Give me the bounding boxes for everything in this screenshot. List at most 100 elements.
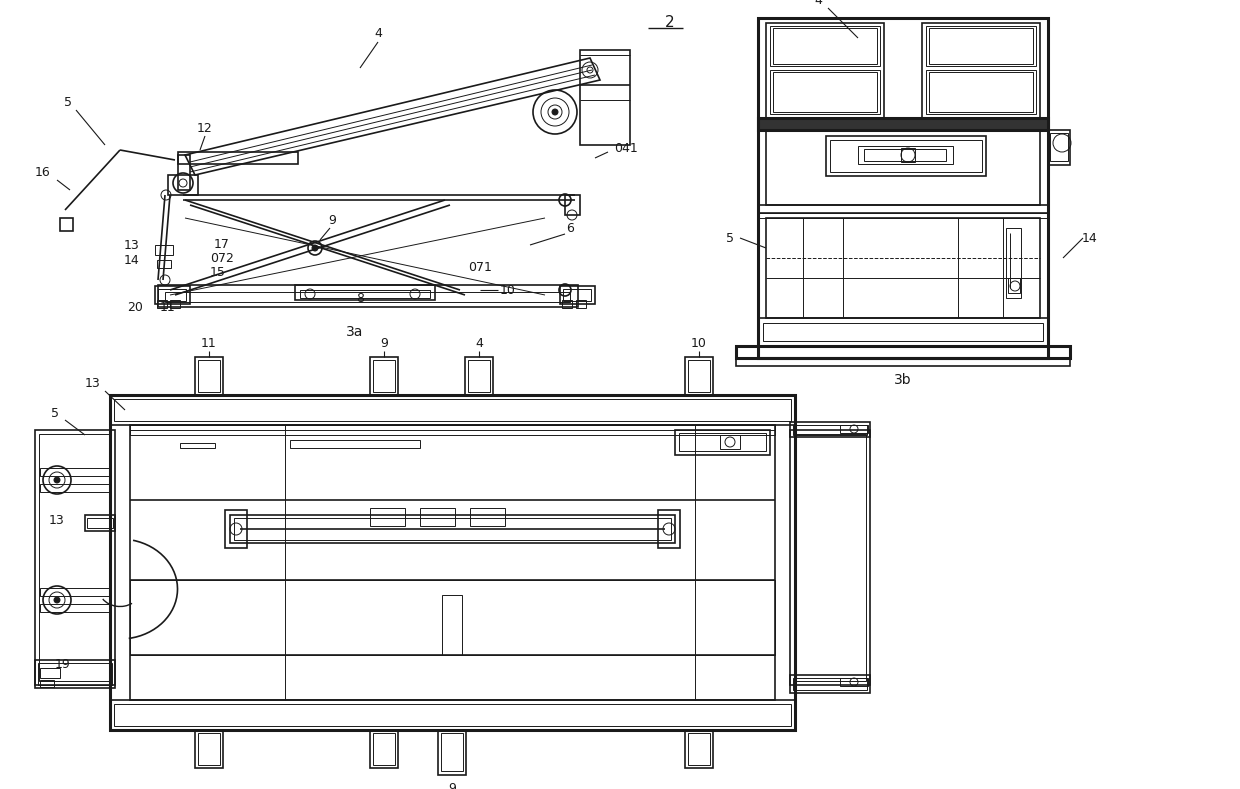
- Text: 11: 11: [160, 301, 176, 313]
- Bar: [40, 604, 110, 612]
- Bar: [157, 285, 578, 307]
- Bar: [766, 23, 884, 118]
- Text: 6: 6: [567, 222, 574, 234]
- Circle shape: [55, 477, 60, 483]
- Bar: [790, 422, 870, 437]
- Bar: [110, 700, 795, 730]
- Text: 072: 072: [210, 252, 234, 264]
- Text: 9: 9: [329, 214, 336, 226]
- Bar: [130, 425, 775, 435]
- Bar: [773, 72, 877, 112]
- Text: 10: 10: [691, 336, 707, 350]
- Bar: [688, 733, 711, 765]
- Bar: [155, 286, 190, 304]
- Text: 16: 16: [35, 166, 51, 178]
- Bar: [794, 434, 866, 681]
- Bar: [680, 433, 766, 451]
- Bar: [373, 733, 396, 765]
- Text: 14: 14: [124, 253, 140, 267]
- Bar: [38, 663, 112, 685]
- Bar: [758, 205, 1048, 213]
- Bar: [60, 218, 73, 231]
- Bar: [290, 440, 420, 448]
- Bar: [438, 730, 466, 775]
- Text: 12: 12: [197, 122, 213, 134]
- Bar: [180, 443, 215, 448]
- Bar: [86, 515, 115, 531]
- Bar: [790, 430, 870, 685]
- Bar: [157, 289, 186, 301]
- Bar: [565, 195, 580, 215]
- Bar: [758, 118, 1048, 130]
- Bar: [1050, 133, 1068, 161]
- Bar: [839, 678, 868, 686]
- Bar: [675, 430, 770, 455]
- Text: 3b: 3b: [894, 373, 911, 387]
- Bar: [720, 435, 740, 449]
- Bar: [826, 136, 986, 176]
- Bar: [770, 26, 880, 66]
- Bar: [110, 395, 795, 425]
- Text: 11: 11: [201, 336, 217, 350]
- Bar: [560, 286, 595, 304]
- Bar: [198, 733, 219, 765]
- Text: 4: 4: [475, 336, 482, 350]
- Bar: [773, 28, 877, 64]
- Bar: [155, 245, 174, 255]
- Bar: [195, 730, 223, 768]
- Bar: [40, 588, 110, 596]
- Text: 9: 9: [448, 781, 456, 789]
- Bar: [926, 26, 1035, 66]
- Bar: [114, 399, 791, 421]
- Bar: [684, 730, 713, 768]
- Bar: [766, 130, 1040, 205]
- Bar: [580, 50, 630, 145]
- Bar: [790, 675, 870, 693]
- Text: 10: 10: [500, 283, 516, 297]
- Bar: [179, 155, 190, 190]
- Bar: [858, 146, 954, 164]
- Bar: [923, 23, 1040, 118]
- Text: 17: 17: [215, 237, 229, 250]
- Text: 20: 20: [126, 301, 143, 313]
- Bar: [114, 704, 791, 726]
- Bar: [87, 518, 113, 528]
- Bar: [684, 357, 713, 395]
- Bar: [794, 678, 867, 690]
- Text: 5: 5: [51, 406, 60, 420]
- Text: 5: 5: [64, 95, 72, 109]
- Bar: [224, 510, 247, 548]
- Bar: [1048, 130, 1070, 165]
- Bar: [195, 357, 223, 395]
- Bar: [35, 660, 115, 688]
- Circle shape: [312, 245, 317, 251]
- Bar: [470, 508, 505, 526]
- Bar: [864, 149, 946, 161]
- Circle shape: [55, 597, 60, 603]
- Text: 071: 071: [467, 260, 492, 274]
- Bar: [737, 346, 1070, 358]
- Text: 19: 19: [55, 659, 71, 671]
- Bar: [658, 510, 680, 548]
- Text: 3a: 3a: [346, 325, 363, 339]
- Text: 4: 4: [374, 27, 382, 39]
- Bar: [467, 360, 490, 392]
- Text: 5: 5: [725, 231, 734, 245]
- Bar: [441, 595, 463, 655]
- Bar: [758, 213, 1048, 218]
- Text: 9: 9: [381, 336, 388, 350]
- Bar: [766, 218, 1040, 318]
- Bar: [577, 300, 587, 308]
- Bar: [1008, 278, 1021, 293]
- Bar: [130, 580, 775, 655]
- Bar: [295, 285, 435, 300]
- Bar: [300, 290, 430, 298]
- Text: 4: 4: [815, 0, 822, 6]
- Bar: [758, 18, 1048, 358]
- Bar: [926, 70, 1035, 114]
- Bar: [758, 318, 1048, 346]
- Bar: [770, 70, 880, 114]
- Bar: [40, 468, 110, 476]
- Bar: [179, 152, 298, 164]
- Bar: [465, 357, 494, 395]
